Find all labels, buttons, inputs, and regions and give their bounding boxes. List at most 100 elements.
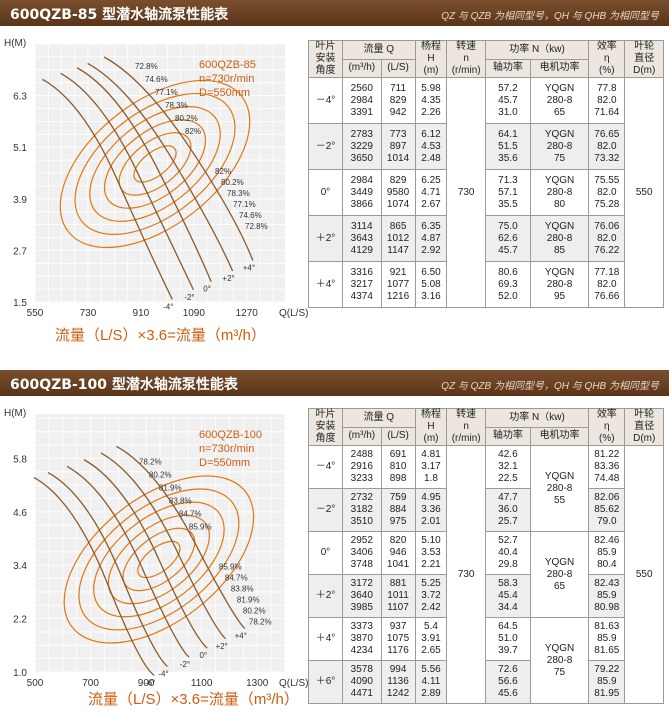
pump-info-line: 600QZB-85 [199, 59, 256, 71]
blade-angle-cell: ＋2° [307, 574, 344, 618]
efficiency-cell: 81.22 83.36 74.48 [588, 445, 626, 489]
table-row: ＋2° 3172 3640 3985 881 1011 1107 5.25 3.72 2.42 58… [307, 574, 664, 618]
x-tick-label: 700 [82, 678, 99, 689]
table-row: －2° 2783 3229 3650 773 897 1014 6.12 4.53 2.48 64.… [307, 123, 664, 170]
blade-angle-curve [60, 72, 195, 291]
flow-m3-cell: 2560 2984 3391 [342, 77, 382, 124]
efficiency-cell: 75.55 82.0 75.28 [588, 169, 626, 216]
flow-ls-cell: 937 1075 1176 [380, 617, 416, 661]
flow-ls-cell: 759 884 975 [380, 488, 416, 532]
y-tick-label: 5.1 [13, 143, 27, 154]
x-tick-label: 730 [80, 308, 97, 319]
header-shaft-power: 轴功率 [484, 58, 531, 78]
shaft-power-cell: 57.2 45.7 31.0 [484, 77, 531, 124]
blade-angle-cell: 0° [307, 531, 344, 575]
x-tick-label: 1300 [246, 678, 269, 689]
pump-info-line: n=730r/min [199, 73, 254, 85]
y-tick-label: 3.4 [13, 561, 27, 572]
section-note: QZ 与 QZB 为相同型号，QH 与 QHB 为相同型号 [441, 381, 659, 392]
section-title: 600QZB-85 型潜水轴流泵性能表 [10, 7, 229, 23]
performance-chart: 550 730 910 1090 1270 1.5 2.7 3.9 5.1 6.3 H(M) Q(L/… [0, 30, 308, 345]
efficiency-contour [133, 145, 177, 183]
performance-chart: 500 700 900 1100 1300 1.0 2.2 3.4 4.6 5.8 H(M) Q(L/… [0, 400, 308, 715]
performance-table: 叶片 安装 角度 流量 Q 杨程 H (m) 转速 n (r/min) 功率 N（kw) 效率 η (%)… [307, 40, 664, 308]
header-flow-m3: (m³/h) [342, 426, 382, 446]
blade-angle-cell: ＋4° [307, 261, 344, 308]
efficiency-label: 77.1% [233, 200, 256, 209]
efficiency-label: 74.6% [145, 75, 168, 84]
y-tick-label: 3.9 [13, 195, 27, 206]
efficiency-cell: 82.46 85.9 80.4 [588, 531, 626, 575]
blade-angle-label: +4° [243, 264, 255, 273]
efficiency-label: 78.2% [249, 617, 272, 626]
head-cell: 4.95 3.36 2.01 [414, 488, 448, 532]
pump-info-line: n=730r/min [199, 443, 254, 455]
blade-angle-label: +2° [215, 642, 227, 651]
motor-power-cell: YQGN 280-8 65 [529, 531, 590, 618]
shaft-power-cell: 75.0 62.6 45.7 [484, 215, 531, 262]
table-row: 0° 2952 3406 3748 820 946 1041 5.10 3.53 2.21 52.7… [307, 531, 664, 618]
blade-angle-label: -2° [184, 293, 194, 302]
header-speed: 转速 n (r/min) [446, 408, 486, 446]
y-tick-label: 2.2 [13, 615, 27, 626]
blade-angle-cell: ＋2° [307, 215, 344, 262]
head-cell: 5.56 4.11 2.89 [414, 660, 448, 704]
x-axis-label: Q(L/S) [279, 678, 308, 689]
efficiency-label: 83.8% [231, 584, 254, 593]
pump-section-85: 600QZB-85 型潜水轴流泵性能表 QZ 与 QZB 为相同型号，QH 与 … [0, 0, 669, 350]
motor-power-cell: YQGN 280-8 95 [529, 261, 590, 308]
blade-angle-cell: －4° [307, 445, 344, 489]
efficiency-label: 80.2% [243, 606, 266, 615]
flow-ls-cell: 994 1136 1242 [380, 660, 416, 704]
efficiency-label: 85.9% [189, 522, 212, 531]
performance-chart-svg: 500 700 900 1100 1300 1.0 2.2 3.4 4.6 5.8 H(M) Q(L/… [4, 408, 308, 689]
head-cell: 6.12 4.53 2.48 [414, 123, 448, 170]
flow-m3-cell: 3373 3870 4234 [342, 617, 382, 661]
flow-conversion-formula: 流量（L/S）×3.6=流量（m³/h） [88, 691, 299, 708]
efficiency-cell: 76.65 82.0 73.32 [588, 123, 626, 170]
y-axis-label: H(M) [4, 38, 26, 49]
efficiency-label: 78.3% [165, 101, 188, 110]
pump-info-line: D=550mm [199, 87, 250, 99]
head-cell: 5.25 3.72 2.42 [414, 574, 448, 618]
blade-angle-label: +4° [235, 632, 247, 641]
blade-angle-cell: －4° [307, 77, 344, 124]
head-cell: 6.25 4.71 2.67 [414, 169, 448, 216]
head-cell: 5.10 3.53 2.21 [414, 531, 448, 575]
x-tick-label: 910 [133, 308, 150, 319]
blade-angle-cell: 0° [307, 169, 344, 216]
y-axis-label: H(M) [4, 408, 26, 419]
header-motor-power: 电机功率 [529, 58, 590, 78]
header-speed: 转速 n (r/min) [446, 40, 486, 78]
performance-chart-svg: 550 730 910 1090 1270 1.5 2.7 3.9 5.1 6.3 H(M) Q(L/… [4, 38, 308, 319]
shaft-power-cell: 42.6 32.1 22.5 [484, 445, 531, 489]
flow-ls-cell: 921 1077 1216 [380, 261, 416, 308]
flow-m3-cell: 3172 3640 3985 [342, 574, 382, 618]
motor-power-cell: YQGN 280-8 65 [529, 77, 590, 124]
blade-angle-cell: －2° [307, 123, 344, 170]
table-row: ＋4° 3316 3217 4374 921 1077 1216 6.50 5.08 3.16 80… [307, 261, 664, 308]
section-note: QZ 与 QZB 为相同型号，QH 与 QHB 为相同型号 [441, 11, 659, 22]
blade-angle-label: -6° [145, 678, 155, 687]
efficiency-label: 83.8% [169, 496, 192, 505]
blade-angle-label: +2° [222, 274, 234, 283]
blade-angle-label: -2° [180, 660, 190, 669]
blade-angle-label: -4° [158, 669, 168, 678]
x-tick-label: 500 [27, 678, 44, 689]
header-head: 杨程 H (m) [414, 40, 448, 78]
efficiency-cell: 82.06 85.62 79.0 [588, 488, 626, 532]
flow-ls-cell: 711 829 942 [380, 77, 416, 124]
blade-angle-curve [83, 459, 208, 649]
blade-angle-curve [103, 56, 254, 261]
blade-angle-curve [66, 465, 190, 658]
shaft-power-cell: 52.7 40.4 29.8 [484, 531, 531, 575]
flow-m3-cell: 3316 3217 4374 [342, 261, 382, 308]
flow-ls-cell: 773 897 1014 [380, 123, 416, 170]
header-efficiency: 效率 η (%) [588, 40, 626, 78]
motor-power-cell: YQGN 280-8 85 [529, 215, 590, 262]
y-tick-label: 4.6 [13, 508, 27, 519]
efficiency-label: 78.2% [139, 457, 162, 466]
y-tick-label: 2.7 [13, 246, 27, 257]
motor-power-cell: YQGN 280-8 55 [529, 445, 590, 532]
efficiency-label: 81.9% [237, 595, 260, 604]
